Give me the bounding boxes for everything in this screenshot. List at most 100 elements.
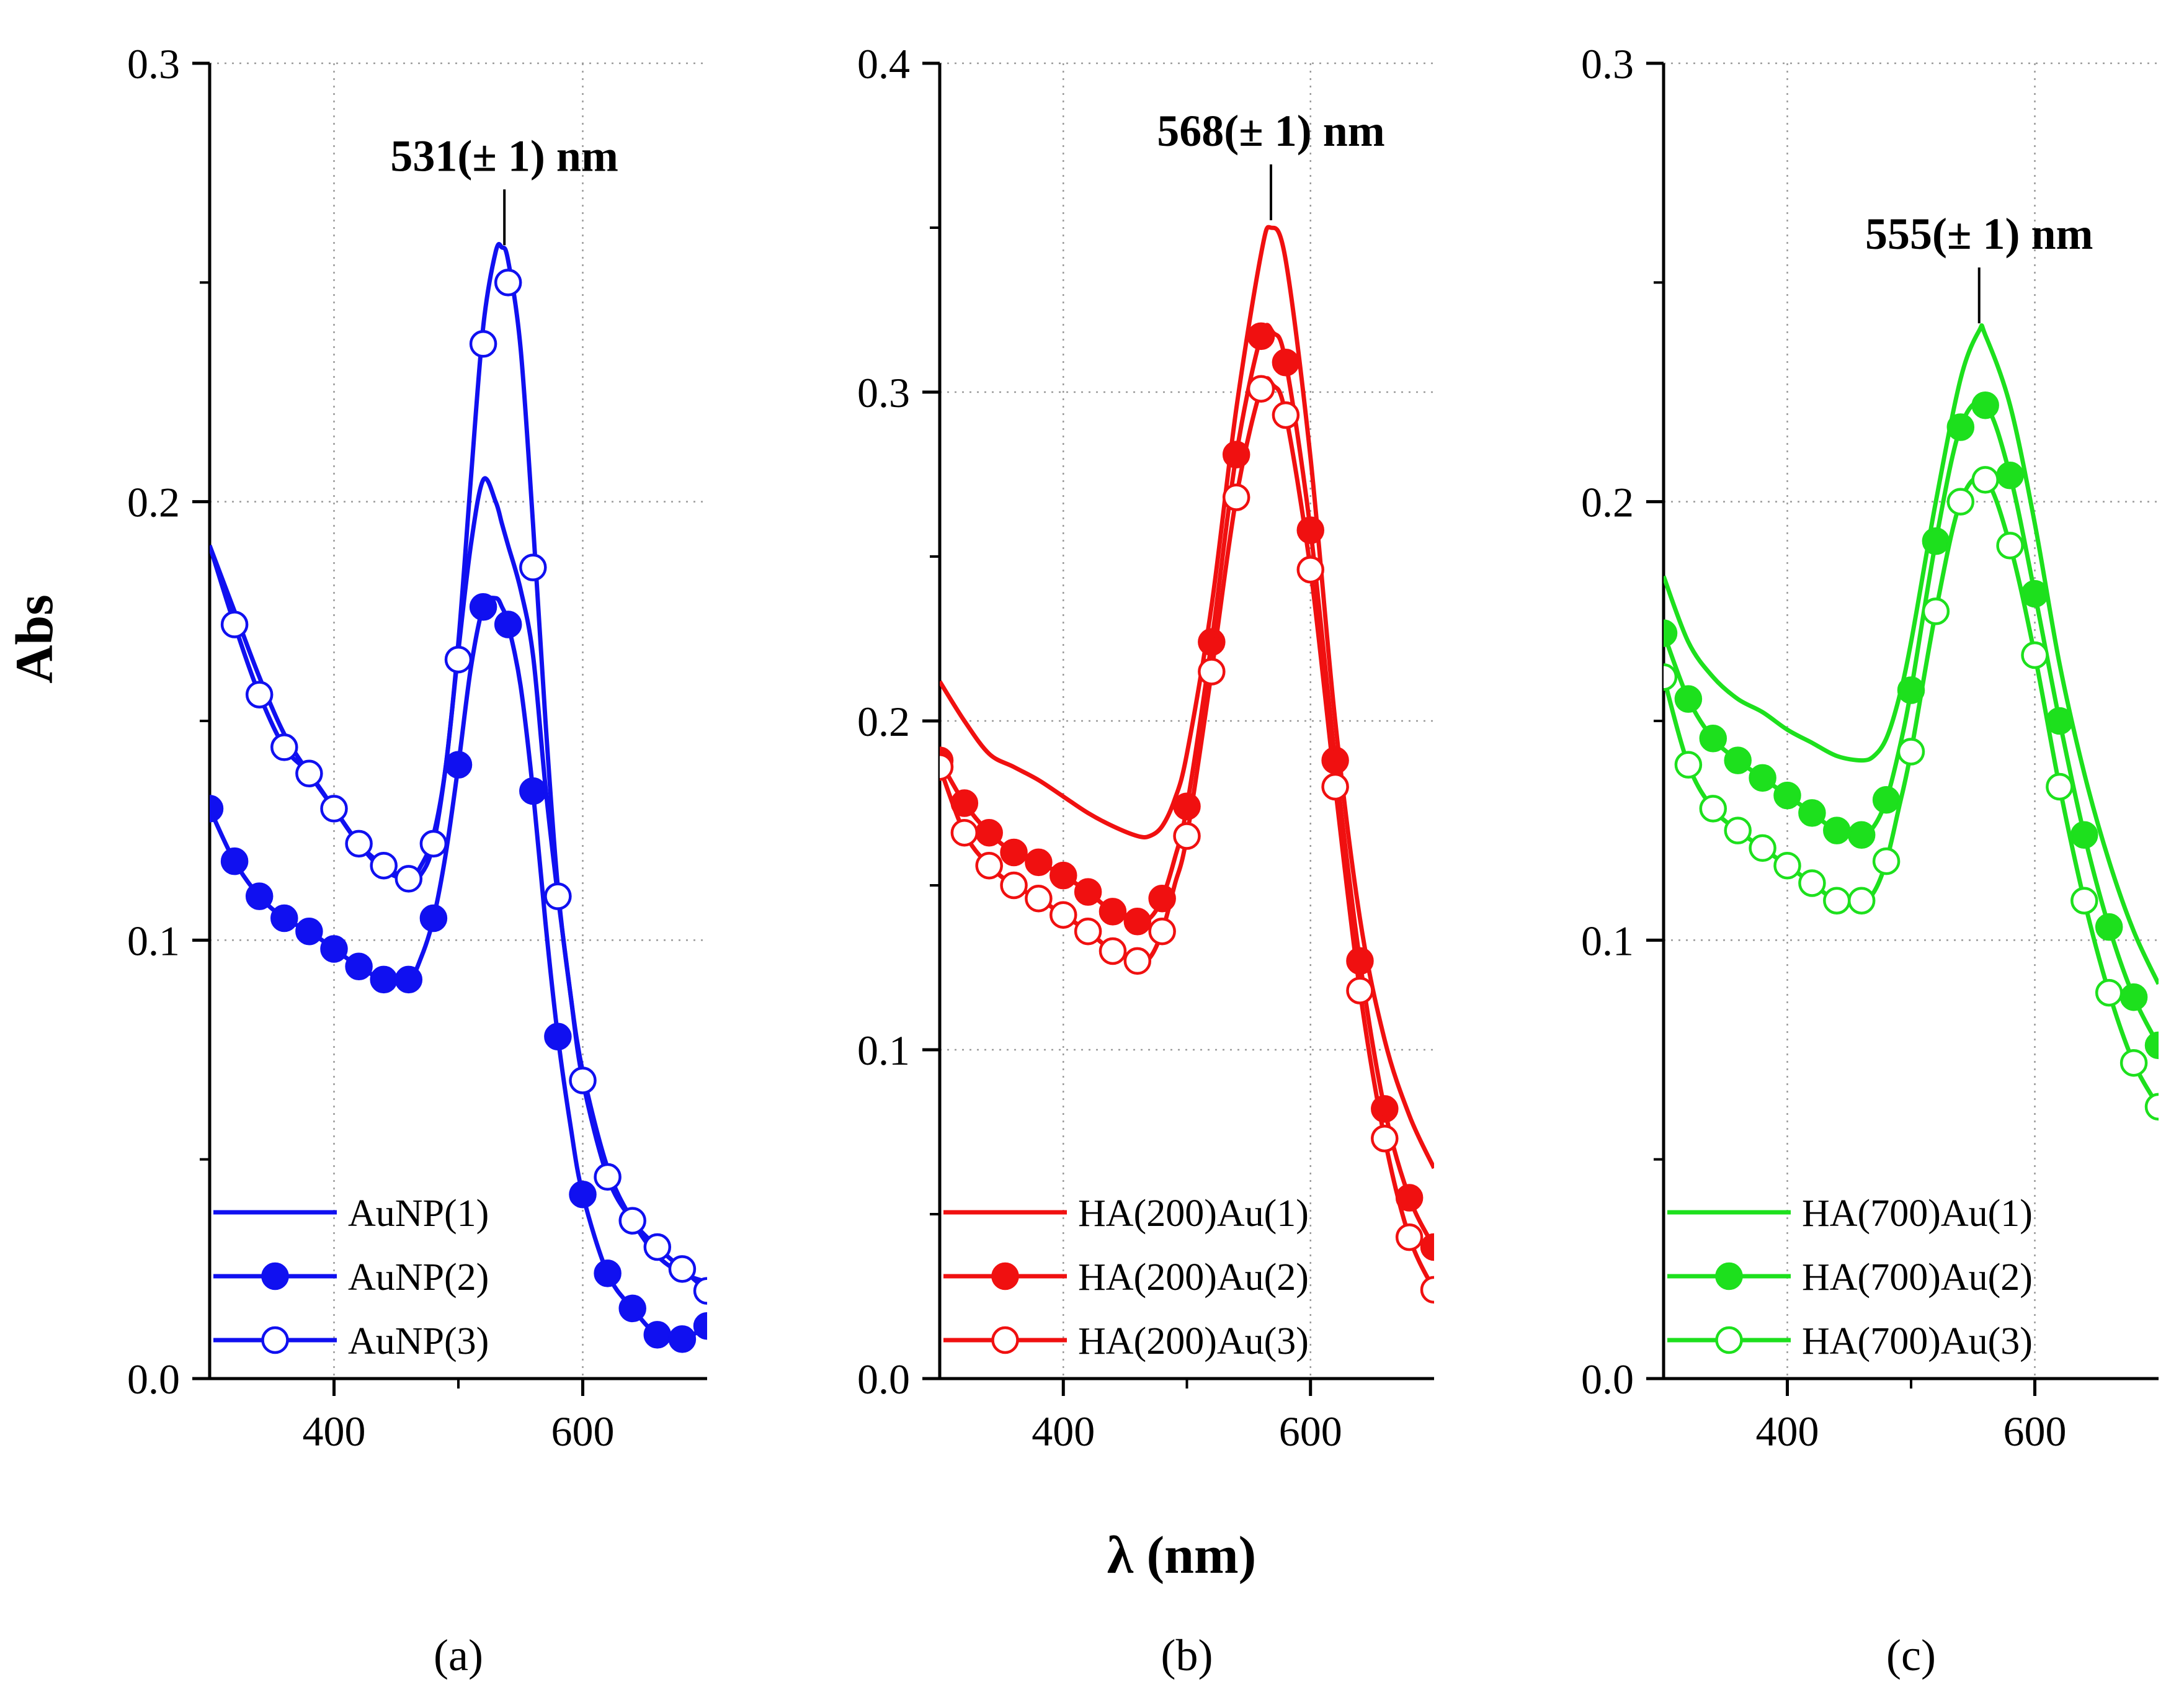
data-point-marker [1749, 764, 1776, 792]
y-tick-label: 0.3 [127, 40, 180, 87]
data-point-marker [1346, 977, 1374, 1004]
data-point-marker [594, 1163, 622, 1191]
data-point-marker [1798, 869, 1826, 897]
y-tick-label: 0.0 [127, 1356, 180, 1403]
data-point-marker [1123, 947, 1152, 975]
data-point-marker [618, 1294, 646, 1323]
legend-entry-label: HA(200)Au(3) [1078, 1320, 1309, 1362]
data-point-marker [1946, 413, 1975, 441]
data-point-marker [1247, 375, 1275, 403]
data-point-marker [2144, 1031, 2159, 1060]
data-point-marker [519, 777, 547, 805]
data-point-marker [1198, 628, 1226, 656]
data-point-marker [1996, 462, 2024, 490]
data-point-marker [1346, 947, 1374, 975]
y-tick-label: 0.1 [857, 1027, 910, 1074]
data-point-marker [270, 733, 298, 761]
y-tick-label: 0.2 [1581, 479, 1634, 526]
data-point-marker [2095, 978, 2123, 1007]
legend-swatch-marker [991, 1326, 1019, 1354]
data-point-marker [270, 904, 298, 932]
data-point-marker [394, 965, 423, 994]
data-point-marker [1395, 1223, 1424, 1251]
data-point-marker [1247, 322, 1275, 351]
data-point-marker [643, 1233, 672, 1261]
legend-swatch-marker [991, 1262, 1019, 1290]
data-point-marker [1773, 851, 1801, 880]
data-point-marker [295, 759, 323, 788]
series-line-1 [1664, 323, 2159, 985]
legend-swatch-marker [261, 1262, 289, 1290]
data-point-marker [544, 882, 572, 910]
data-point-marker [1699, 725, 1727, 753]
data-point-marker [245, 681, 274, 709]
data-point-marker [2046, 772, 2074, 801]
data-point-marker [1371, 1124, 1399, 1153]
data-point-marker [950, 818, 979, 847]
chart-panel-c: 0.0 0.1 0.2 0.3 400 600 555(± 1) nm HA(700)Au(1… [1581, 40, 2159, 1680]
y-tick-label: 0.3 [857, 369, 910, 416]
y-tick-label: 0.1 [127, 917, 180, 964]
data-point-marker [210, 795, 224, 823]
data-point-marker [2070, 887, 2098, 915]
data-point-marker [1123, 908, 1152, 936]
series-line-3 [1664, 475, 2159, 1108]
data-point-marker [469, 593, 497, 621]
data-point-marker [1222, 483, 1250, 511]
data-point-marker [1099, 937, 1127, 965]
y-tick-label: 0.4 [857, 40, 910, 87]
x-tick-label: 600 [2003, 1408, 2067, 1455]
x-tick-label: 400 [1032, 1408, 1095, 1455]
data-point-marker [220, 610, 249, 638]
data-point-marker [1922, 527, 1950, 555]
data-point-marker [370, 965, 398, 994]
data-point-marker [320, 935, 348, 963]
data-point-marker [1872, 785, 1901, 814]
data-point-marker [245, 882, 274, 910]
data-point-marker [1050, 861, 1077, 890]
data-point-marker [1823, 816, 1851, 844]
data-point-marker [544, 1022, 572, 1051]
x-axis-title: λ (nm) [1107, 1525, 1257, 1585]
plot-area [940, 225, 1434, 1304]
data-point-marker [1050, 901, 1077, 929]
peak-annotation-label: 531(± 1) nm [390, 131, 618, 181]
data-point-marker [1025, 884, 1053, 913]
peak-annotation-label: 555(± 1) nm [1865, 209, 2093, 259]
data-point-marker [220, 847, 249, 875]
data-point-marker [1946, 488, 1975, 516]
peak-annotation-label: 568(± 1) nm [1157, 106, 1385, 156]
data-point-marker [1664, 619, 1678, 647]
data-point-marker [569, 1180, 597, 1209]
data-point-marker [1272, 401, 1300, 429]
legend-entry-label: HA(200)Au(2) [1078, 1256, 1309, 1299]
data-point-marker [419, 904, 448, 932]
data-point-marker [975, 851, 1003, 880]
data-point-marker [2119, 1049, 2148, 1077]
data-point-marker [1724, 816, 1752, 844]
data-point-marker [1025, 848, 1053, 877]
x-tick-label: 400 [1756, 1408, 1819, 1455]
data-point-marker [1724, 746, 1752, 774]
data-point-marker [2144, 1093, 2159, 1121]
legend-entry-label: HA(700)Au(2) [1802, 1256, 2033, 1299]
x-tick-label: 400 [303, 1408, 366, 1455]
panels-group: 0.0 0.1 0.2 0.3 400 600 531(± 1) nm AuNP(1) AuNP… [127, 40, 2159, 1680]
panel-label: (b) [1161, 1630, 1213, 1680]
legend-swatch-marker [1715, 1326, 1743, 1354]
data-point-marker [1749, 834, 1776, 862]
legend-swatch-marker [261, 1326, 289, 1354]
data-point-marker [2119, 983, 2148, 1011]
data-point-marker [668, 1255, 697, 1283]
y-tick-label: 0.3 [1581, 40, 1634, 87]
data-point-marker [1173, 792, 1201, 821]
legend-entry-label: HA(700)Au(1) [1802, 1192, 2033, 1235]
panel-label: (c) [1886, 1630, 1936, 1680]
data-point-marker [1296, 555, 1324, 584]
data-point-marker [1420, 1276, 1434, 1304]
data-point-marker [2095, 913, 2123, 941]
data-point-marker [320, 795, 348, 823]
series-line-2 [1664, 400, 2159, 1047]
data-point-marker [1074, 917, 1102, 946]
